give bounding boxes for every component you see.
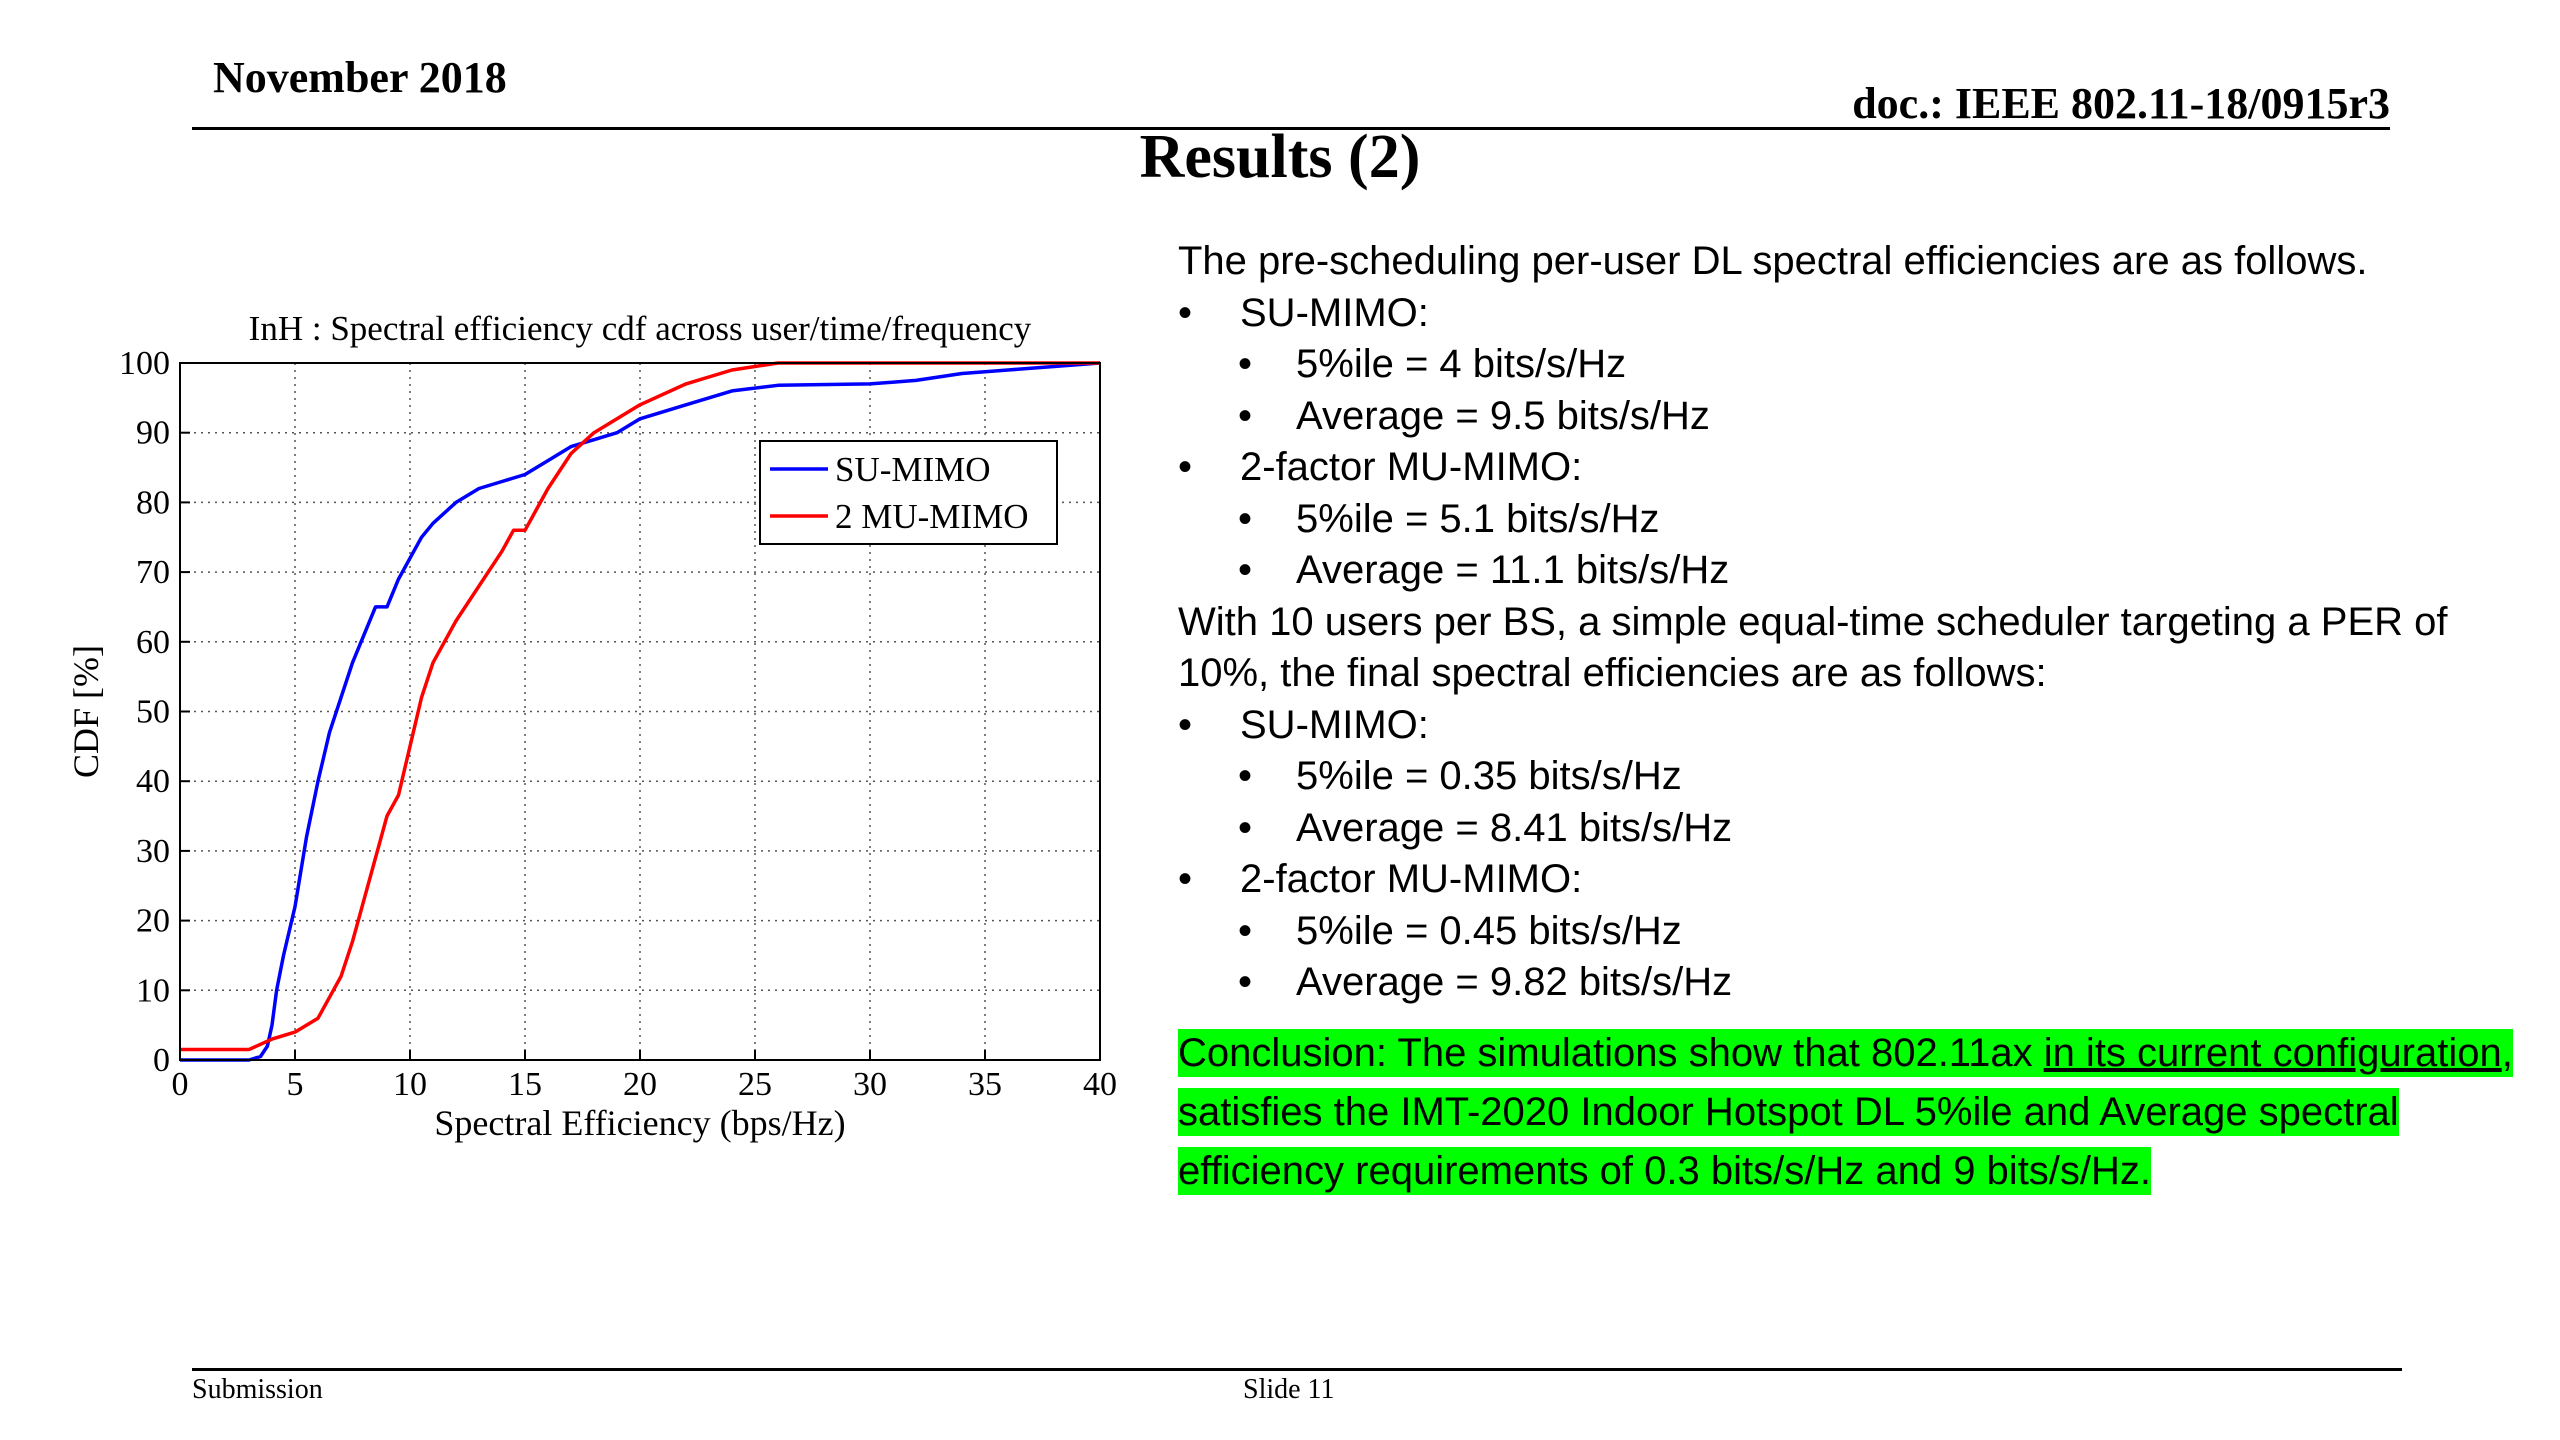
footer-submission: Submission — [192, 1374, 323, 1405]
x-tick-label: 5 — [287, 1066, 304, 1103]
conclusion-text-1: Conclusion: The simulations show that 80… — [1178, 1029, 2044, 1077]
conclusion-underlined: in its current configuration — [2043, 1029, 2502, 1077]
x-tick-label: 10 — [393, 1066, 427, 1103]
y-tick-label: 40 — [136, 763, 170, 800]
intro-text: The pre-scheduling per-user DL spectral … — [1178, 239, 2368, 283]
y-tick-label: 30 — [136, 833, 170, 870]
x-tick-label: 40 — [1083, 1066, 1117, 1103]
y-tick-label: 100 — [119, 345, 170, 382]
y-tick-label: 90 — [136, 415, 170, 452]
legend-label: 2 MU-MIMO — [835, 497, 1028, 536]
bullet-su-avg-2: Average = 8.41 bits/s/Hz — [1178, 803, 2528, 855]
bullet-su-mimo-1: SU-MIMO: — [1178, 288, 2528, 340]
cdf-chart-svg: 0 5 10 15 20 25 30 35 40 0 10 20 30 40 50 60 70 80 90 100 In… — [66, 309, 1117, 1143]
series-line-2-mu-mimo — [180, 361, 1100, 1052]
results-text: The pre-scheduling per-user DL spectral … — [1178, 236, 2528, 1009]
bullet-su-5ile-2: 5%ile = 0.35 bits/s/Hz — [1178, 751, 2528, 803]
x-tick-label: 20 — [623, 1066, 657, 1103]
header-rule — [192, 127, 2390, 130]
chart-title: InH : Spectral efficiency cdf across use… — [249, 309, 1032, 348]
cdf-chart: 0 5 10 15 20 25 30 35 40 0 10 20 30 40 50 60 70 80 90 100 In… — [60, 295, 1140, 1155]
header-date: November 2018 — [213, 53, 507, 102]
x-tick-label: 30 — [853, 1066, 887, 1103]
legend: SU-MIMO 2 MU-MIMO — [759, 440, 1058, 545]
bullet-su-mimo-2: SU-MIMO: — [1178, 700, 2528, 752]
x-tick-label: 25 — [738, 1066, 772, 1103]
y-tick-label: 70 — [136, 554, 170, 591]
bullet-su-avg-1: Average = 9.5 bits/s/Hz — [1178, 391, 2528, 443]
bullet-mu-5ile-1: 5%ile = 5.1 bits/s/Hz — [1178, 494, 2528, 546]
second-intro-text: With 10 users per BS, a simple equal-tim… — [1178, 599, 2448, 696]
y-tick-label: 20 — [136, 903, 170, 940]
y-tick-label: 60 — [136, 624, 170, 661]
y-tick-label: 10 — [136, 972, 170, 1009]
legend-label: SU-MIMO — [835, 450, 991, 489]
x-tick-label: 35 — [968, 1066, 1002, 1103]
bullet-mu-avg-2: Average = 9.82 bits/s/Hz — [1178, 957, 2528, 1009]
slide-title: Results (2) — [1139, 123, 1421, 191]
conclusion-box: Conclusion: The simulations show that 80… — [1178, 1024, 2518, 1201]
footer-rule — [192, 1368, 2402, 1371]
x-tick-label: 0 — [172, 1066, 189, 1103]
series-line-su-mimo — [180, 361, 1101, 1062]
y-axis-label: CDF [%] — [66, 645, 106, 778]
footer-slide-number: Slide 11 — [1243, 1374, 1335, 1405]
x-tick-label: 15 — [508, 1066, 542, 1103]
header-doc-id: doc.: IEEE 802.11-18/0915r3 — [1852, 79, 2390, 128]
bullet-mu-mimo-2: 2-factor MU-MIMO: — [1178, 854, 2528, 906]
bullet-mu-5ile-2: 5%ile = 0.45 bits/s/Hz — [1178, 906, 2528, 958]
bullet-mu-mimo-1: 2-factor MU-MIMO: — [1178, 442, 2528, 494]
y-tick-label: 80 — [136, 484, 170, 521]
x-axis-label: Spectral Efficiency (bps/Hz) — [434, 1103, 845, 1143]
y-tick-label: 50 — [136, 694, 170, 731]
y-tick-label: 0 — [153, 1042, 170, 1079]
bullet-su-5ile-1: 5%ile = 4 bits/s/Hz — [1178, 339, 2528, 391]
bullet-mu-avg-1: Average = 11.1 bits/s/Hz — [1178, 545, 2528, 597]
legend-box — [759, 440, 1058, 545]
